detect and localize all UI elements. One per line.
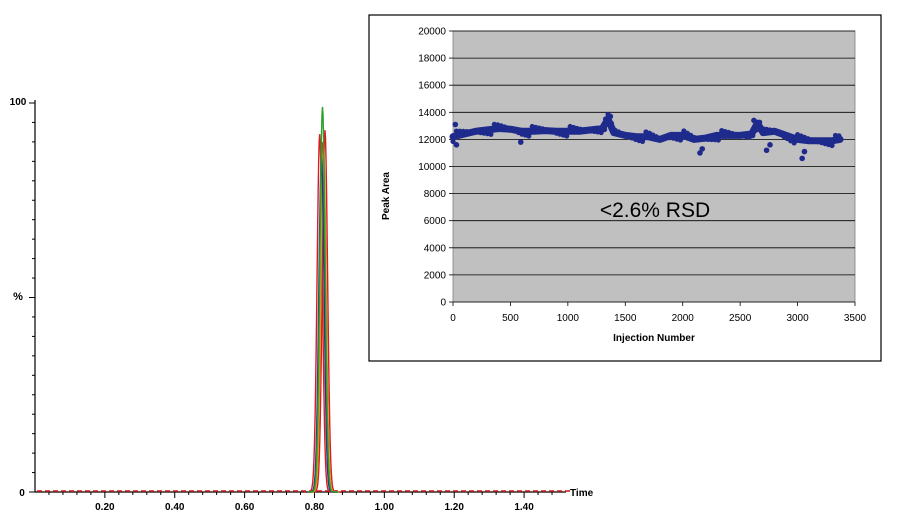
inset-outlier-point — [753, 121, 760, 128]
inset-x-axis-label: Injection Number — [613, 333, 695, 344]
inset-x-tick-label: 500 — [502, 313, 519, 324]
rsd-annotation: <2.6% RSD — [600, 199, 710, 222]
inset-y-tick-labels: 0 2000 4000 6000 8000 10000 12000 14000 16000 180… — [418, 27, 446, 309]
inset-y-tick-label: 20000 — [418, 27, 446, 38]
inset-data-point — [836, 133, 842, 139]
inset-y-tick-label: 6000 — [424, 216, 447, 227]
inset-outlier-point — [799, 155, 805, 162]
inset-data-point — [564, 133, 570, 139]
chromatogram-y-axis-label: % — [13, 291, 23, 303]
chromatogram-peaks — [303, 106, 341, 493]
inset-data-point — [791, 140, 797, 146]
inset-outlier-point — [751, 117, 757, 124]
chromatogram-y-tick-label-100: 100 — [10, 97, 27, 108]
inset-outlier-point — [801, 148, 808, 155]
inset-x-tick-label: 2500 — [729, 313, 752, 324]
inset-x-tick-label: 3500 — [844, 313, 867, 324]
inset-outlier-point — [697, 150, 703, 156]
chromatogram-x-tick-label: 0.40 — [165, 502, 185, 513]
chromatogram-y-minor-ticks — [29, 102, 35, 493]
inset-y-tick-label: 18000 — [418, 54, 446, 65]
inset-y-axis-label: Peak Area — [381, 172, 392, 220]
inset-data-point — [526, 133, 532, 139]
chromatogram-x-tick-label: 1.40 — [514, 502, 534, 513]
chromatogram-peak-trace — [306, 106, 339, 493]
inset-data-point — [829, 142, 835, 149]
inset-data-point — [715, 137, 721, 143]
inset-y-tick-label: 16000 — [418, 81, 446, 92]
chromatogram-chart: 0.20 0.40 0.60 0.80 1.00 1.20 1.40 100 0 % Tim… — [10, 97, 594, 513]
chromatogram-y-tick-label-0: 0 — [19, 488, 25, 499]
inset-y-tick-label: 0 — [440, 298, 446, 309]
inset-y-tick-label: 14000 — [418, 108, 446, 119]
chromatogram-x-axis-label: Time — [570, 488, 594, 499]
inset-data-point — [639, 138, 646, 145]
inset-y-tick-label: 8000 — [424, 189, 447, 200]
inset-outlier-point — [602, 116, 609, 122]
inset-x-tick-label: 3000 — [786, 313, 809, 324]
inset-outlier-point — [453, 142, 460, 148]
chromatogram-x-tick-label: 1.20 — [444, 502, 464, 513]
inset-outlier-point — [699, 146, 706, 152]
inset-data-point — [598, 129, 604, 136]
inset-data-point — [750, 133, 756, 139]
chromatogram-x-tick-label: 0.60 — [235, 502, 255, 513]
inset-x-tick-label: 2000 — [672, 313, 695, 324]
inset-data-point — [608, 120, 615, 127]
chromatogram-x-tick-labels: 0.20 0.40 0.60 0.80 1.00 1.20 1.40 — [95, 502, 534, 513]
inset-x-tick-labels: 0 500 1000 1500 2000 2500 3000 3500 — [450, 313, 866, 324]
inset-data-points — [450, 111, 842, 162]
inset-y-tick-label: 4000 — [424, 243, 447, 254]
chromatogram-x-minor-ticks — [48, 492, 553, 498]
inset-outlier-point — [763, 147, 770, 154]
inset-outlier-point — [607, 113, 614, 120]
inset-x-tick-label: 1000 — [557, 313, 580, 324]
inset-data-point — [602, 126, 608, 133]
inset-data-point — [488, 131, 494, 137]
inset-y-tick-label: 2000 — [424, 270, 447, 281]
chromatogram-x-tick-label: 0.20 — [95, 502, 115, 513]
inset-outlier-point — [452, 121, 459, 128]
inset-outlier-point — [517, 139, 524, 145]
inset-data-point — [677, 137, 684, 143]
inset-outlier-point — [767, 142, 773, 148]
inset-x-tick-label: 0 — [450, 313, 456, 324]
inset-data-point — [753, 127, 759, 133]
peak-area-chart: 0200040006000800010000120001400016000180… — [368, 14, 882, 362]
chromatogram-x-tick-label: 0.80 — [305, 502, 325, 513]
inset-y-tick-label: 10000 — [418, 162, 446, 173]
inset-data-point — [450, 138, 456, 145]
inset-y-tick-label: 12000 — [418, 135, 446, 146]
chromatogram-x-tick-label: 1.00 — [375, 502, 395, 513]
inset-x-tick-label: 1500 — [614, 313, 637, 324]
